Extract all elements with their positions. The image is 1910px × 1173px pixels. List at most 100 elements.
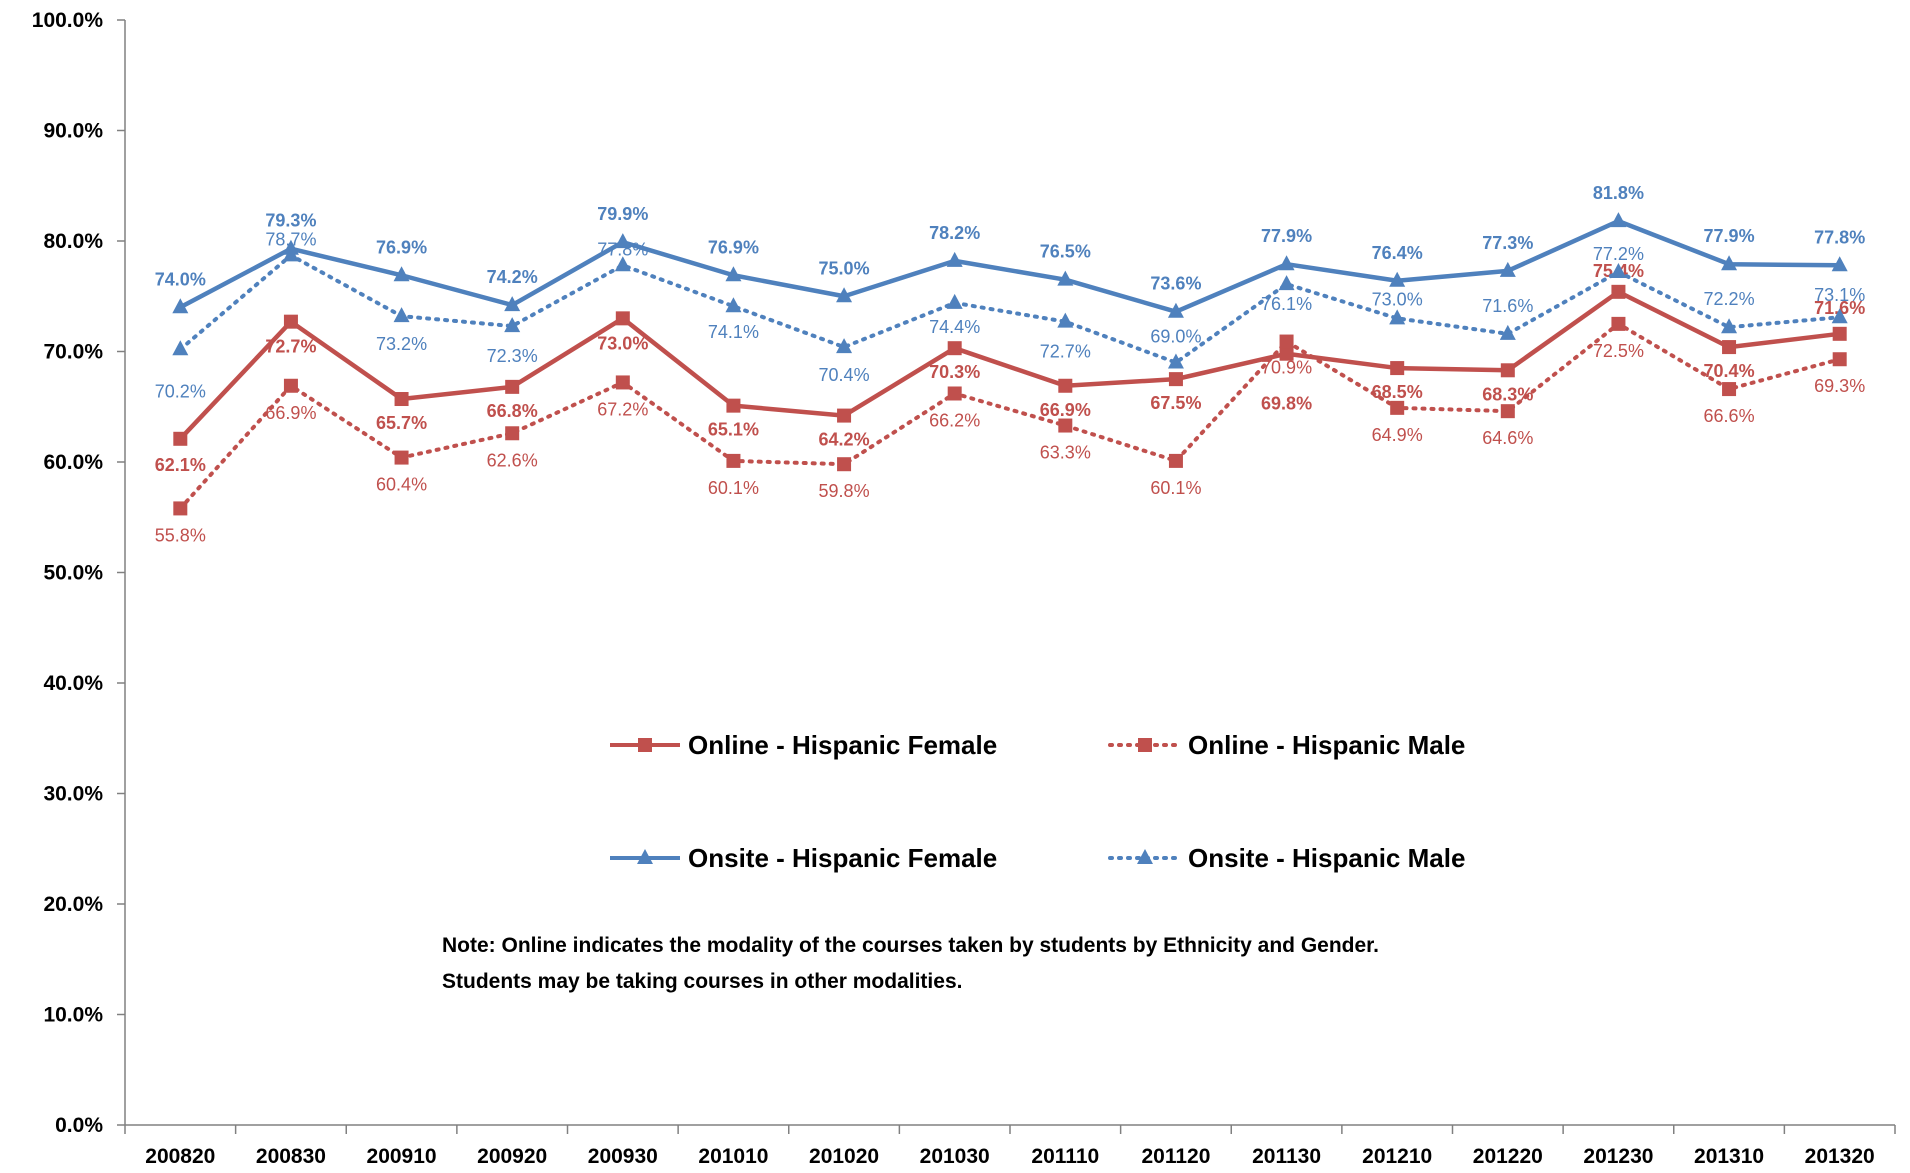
legend-item: Onsite - Hispanic Female (610, 843, 997, 873)
data-point (1279, 346, 1294, 361)
x-tick-label: 200920 (477, 1145, 547, 1168)
data-point (1279, 334, 1294, 349)
data-point (1610, 212, 1627, 228)
data-label: 59.8% (819, 481, 870, 501)
data-point (504, 296, 521, 312)
data-label: 65.7% (376, 413, 427, 433)
data-label: 76.9% (708, 237, 759, 257)
data-point (1168, 372, 1183, 387)
data-point (946, 293, 963, 309)
data-label: 77.9% (1261, 226, 1312, 246)
data-label: 76.9% (376, 237, 427, 257)
data-point (283, 314, 298, 329)
data-label: 73.2% (376, 334, 427, 354)
data-point (1167, 302, 1184, 318)
data-label: 78.7% (265, 229, 316, 249)
data-point (1499, 261, 1516, 277)
y-tick-label: 20.0% (43, 893, 103, 916)
data-point (1611, 316, 1626, 331)
series-online-hispanic-female: 62.1% 72.7% 65.7% 66.8% 73.0% 65.1% 64.2% 70.3%… (155, 261, 1865, 475)
y-tick-label: 80.0% (43, 230, 103, 253)
data-label: 71.6% (1814, 298, 1865, 318)
series-onsite-hispanic-male: 70.2% 78.7% 73.2% 72.3% 77.8% 74.1% 70.4% 74.4%… (155, 229, 1865, 401)
data-point (947, 341, 962, 356)
x-tick-label: 201310 (1694, 1145, 1764, 1168)
data-point (393, 307, 410, 323)
legend-item: Onsite - Hispanic Male (1108, 843, 1465, 873)
data-label: 66.8% (487, 401, 538, 421)
x-tick-label: 201030 (920, 1145, 990, 1168)
data-point (1390, 400, 1405, 415)
data-label: 77.2% (1593, 244, 1644, 264)
data-point (1058, 378, 1073, 393)
data-label: 74.4% (929, 317, 980, 337)
series-group: 62.1% 72.7% 65.7% 66.8% 73.0% 65.1% 64.2% 70.3%… (155, 183, 1865, 545)
data-point (1832, 352, 1847, 367)
data-label: 68.5% (1372, 382, 1423, 402)
data-point (947, 386, 962, 401)
x-axis-ticks: 200820 200830 200910 200920 200930 201010 2010… (124, 1125, 1896, 1168)
data-label: 79.3% (265, 211, 316, 231)
x-tick-label: 201120 (1141, 1145, 1210, 1168)
data-label: 71.6% (1482, 296, 1533, 316)
data-label: 62.1% (155, 455, 206, 475)
data-label: 76.5% (1040, 242, 1091, 262)
data-label: 74.0% (155, 269, 206, 289)
data-label: 67.5% (1150, 393, 1201, 413)
data-label: 64.2% (819, 430, 870, 450)
y-tick-label: 40.0% (43, 672, 103, 695)
data-label: 64.9% (1372, 425, 1423, 445)
data-label: 72.3% (487, 346, 538, 366)
data-label: 70.3% (929, 362, 980, 382)
data-label: 77.3% (1482, 233, 1533, 253)
data-point (1499, 324, 1516, 340)
x-tick-label: 201020 (809, 1145, 879, 1168)
data-label: 72.7% (1040, 342, 1091, 362)
data-label: 55.8% (155, 525, 206, 545)
data-point (1389, 271, 1406, 287)
data-label: 74.2% (487, 267, 538, 287)
data-label: 66.9% (265, 403, 316, 423)
data-point (394, 392, 409, 407)
data-label: 78.2% (929, 223, 980, 243)
y-tick-label: 10.0% (43, 1004, 103, 1027)
data-point (1610, 262, 1627, 278)
data-label: 69.8% (1261, 394, 1312, 414)
data-point (725, 266, 742, 282)
data-point (836, 287, 853, 303)
data-point (1389, 309, 1406, 325)
data-label: 76.4% (1372, 243, 1423, 263)
data-point (173, 501, 188, 516)
x-tick-label: 201110 (1031, 1145, 1099, 1168)
legend-label: Onsite - Hispanic Male (1188, 843, 1465, 873)
data-point (614, 256, 631, 272)
data-label: 70.4% (1704, 361, 1755, 381)
data-label: 73.0% (1372, 289, 1423, 309)
data-label: 79.9% (597, 204, 648, 224)
data-label: 72.5% (1593, 341, 1644, 361)
legend-marker (1137, 849, 1153, 864)
data-point (726, 453, 741, 468)
y-tick-label: 90.0% (43, 120, 103, 143)
data-point (394, 450, 409, 465)
legend-item: Online - Hispanic Female (610, 730, 997, 760)
data-point (1500, 404, 1515, 419)
data-point (1057, 270, 1074, 286)
x-tick-label: 201010 (698, 1145, 768, 1168)
data-point (1278, 255, 1295, 271)
data-label: 77.8% (597, 239, 648, 259)
data-label: 63.3% (1040, 443, 1091, 463)
data-point (1390, 361, 1405, 376)
data-point (1722, 382, 1737, 397)
data-label: 60.4% (376, 475, 427, 495)
data-point (173, 431, 188, 446)
data-label: 66.9% (1040, 400, 1091, 420)
data-label: 73.0% (597, 333, 648, 353)
data-point (1721, 255, 1738, 271)
x-tick-label: 200820 (145, 1145, 215, 1168)
legend-label: Online - Hispanic Male (1188, 730, 1465, 760)
data-point (504, 317, 521, 333)
y-tick-label: 50.0% (43, 562, 103, 585)
data-point (726, 398, 741, 413)
series-line (178, 289, 1840, 441)
